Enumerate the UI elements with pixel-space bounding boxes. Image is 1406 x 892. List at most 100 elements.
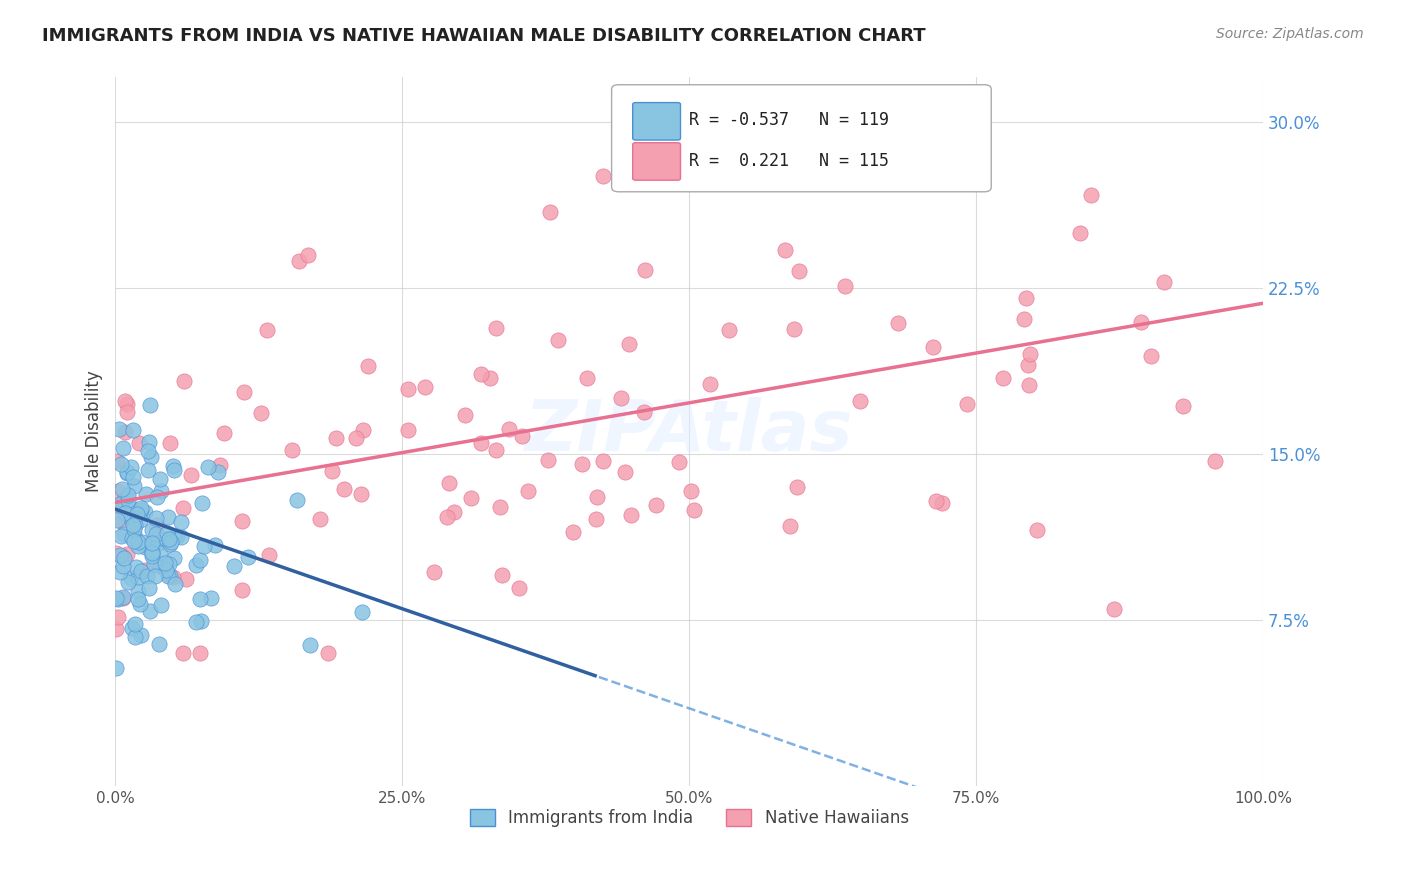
Point: [173, 375, 195, 389]
Point: [645, 498, 668, 512]
Point: [834, 278, 856, 293]
Point: [162, 569, 184, 583]
Point: [478, 370, 501, 384]
Point: [165, 577, 187, 591]
Point: [117, 492, 139, 507]
Point: [124, 506, 146, 520]
Point: [1102, 602, 1125, 616]
Point: [773, 244, 796, 258]
Point: [485, 443, 508, 458]
Point: [586, 490, 609, 504]
Point: [124, 522, 146, 536]
Point: [124, 616, 146, 631]
Point: [610, 391, 633, 405]
Text: ZIPAtlas: ZIPAtlas: [524, 397, 853, 467]
Point: [121, 621, 143, 635]
Point: [498, 422, 520, 436]
Point: [787, 264, 810, 278]
Point: [148, 637, 170, 651]
Point: [1069, 226, 1091, 240]
Point: [146, 535, 169, 549]
Point: [204, 538, 226, 552]
Point: [538, 205, 561, 219]
Point: [786, 481, 808, 495]
Point: [105, 623, 128, 637]
Point: [122, 502, 145, 516]
Point: [107, 498, 129, 512]
Point: [159, 536, 181, 550]
Point: [141, 544, 163, 558]
Point: [105, 512, 128, 526]
Text: Source: ZipAtlas.com: Source: ZipAtlas.com: [1216, 27, 1364, 41]
Point: [155, 533, 177, 547]
Point: [537, 453, 560, 467]
Point: [170, 530, 193, 544]
Point: [120, 459, 142, 474]
Point: [180, 467, 202, 482]
Point: [108, 497, 131, 511]
Point: [138, 435, 160, 450]
Point: [931, 496, 953, 510]
Point: [717, 323, 740, 337]
Point: [349, 487, 371, 501]
Point: [281, 443, 304, 458]
Point: [127, 534, 149, 549]
Point: [617, 336, 640, 351]
Point: [107, 592, 129, 607]
Point: [121, 518, 143, 533]
Point: [117, 488, 139, 502]
Y-axis label: Male Disability: Male Disability: [86, 371, 103, 492]
Point: [135, 487, 157, 501]
Point: [236, 550, 259, 565]
Point: [134, 563, 156, 577]
Point: [105, 454, 128, 468]
Point: [443, 505, 465, 519]
Point: [485, 321, 508, 335]
Point: [212, 426, 235, 441]
Point: [107, 609, 129, 624]
Point: [111, 559, 134, 574]
Point: [127, 570, 149, 584]
Point: [576, 371, 599, 385]
Point: [145, 526, 167, 541]
Point: [231, 582, 253, 597]
Point: [166, 529, 188, 543]
Point: [163, 530, 186, 544]
Point: [436, 510, 458, 524]
Point: [150, 483, 173, 498]
Point: [112, 441, 135, 455]
Point: [668, 455, 690, 469]
Point: [1129, 315, 1152, 329]
Point: [159, 569, 181, 583]
Point: [108, 565, 131, 579]
Point: [115, 548, 138, 562]
Point: [172, 646, 194, 660]
Point: [1080, 187, 1102, 202]
Point: [111, 591, 134, 606]
Point: [699, 376, 721, 391]
Point: [114, 506, 136, 520]
Point: [110, 514, 132, 528]
Point: [129, 503, 152, 517]
Point: [159, 435, 181, 450]
Point: [491, 568, 513, 582]
Point: [297, 247, 319, 261]
Point: [614, 465, 637, 479]
Point: [633, 405, 655, 419]
Point: [136, 463, 159, 477]
Point: [124, 518, 146, 533]
Point: [134, 505, 156, 519]
Legend: Immigrants from India, Native Hawaiians: Immigrants from India, Native Hawaiians: [463, 803, 915, 834]
Point: [121, 514, 143, 528]
Point: [141, 524, 163, 538]
Point: [489, 500, 512, 515]
Point: [325, 431, 347, 445]
Point: [153, 556, 176, 570]
Point: [250, 406, 273, 420]
Point: [115, 466, 138, 480]
Point: [110, 482, 132, 496]
Point: [134, 540, 156, 554]
Point: [1019, 347, 1042, 361]
Point: [157, 558, 180, 572]
Point: [127, 507, 149, 521]
